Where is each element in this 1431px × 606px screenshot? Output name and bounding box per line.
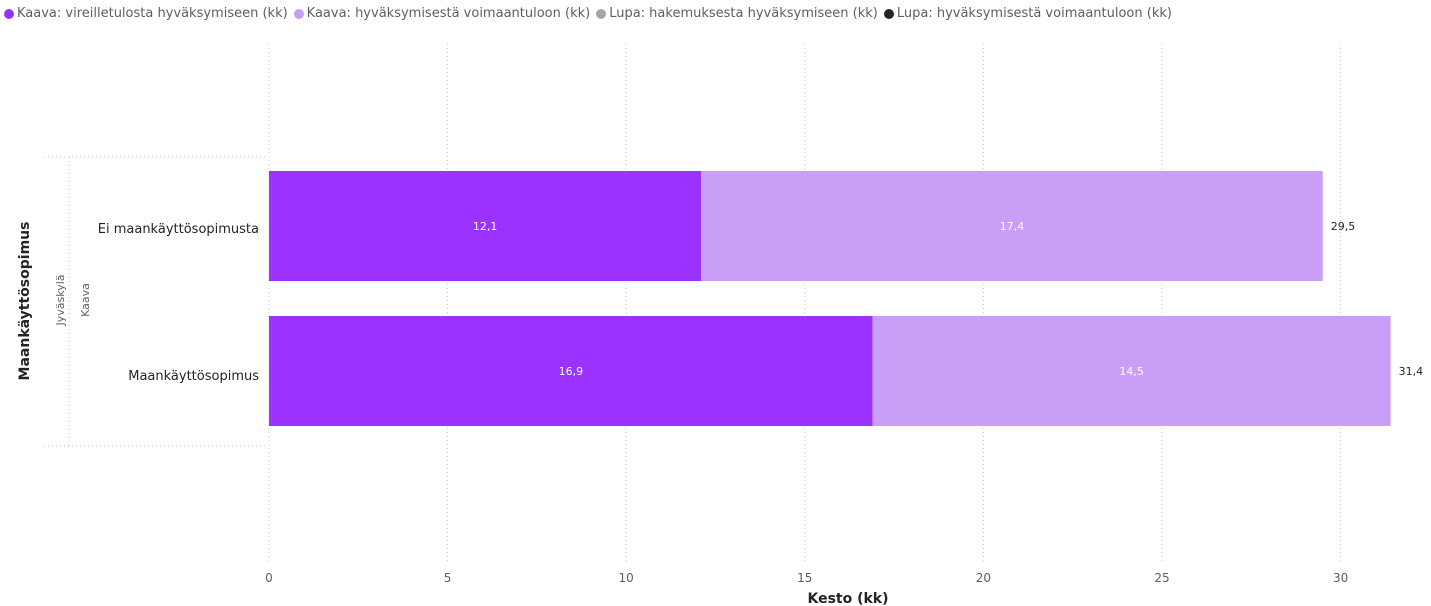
x-tick-label: 10 [619, 571, 634, 585]
group-label-city: Jyväskylä [54, 274, 67, 326]
x-tick-label: 25 [1154, 571, 1169, 585]
x-tick-label: 0 [265, 571, 273, 585]
group-label-type: Kaava [79, 283, 92, 317]
legend-item[interactable]: Kaava: hyväksymisestä voimaantuloon (kk) [293, 6, 591, 21]
bar-segment[interactable] [701, 171, 1323, 281]
legend-label: Lupa: hakemuksesta hyväksymiseen (kk) [609, 6, 878, 21]
x-tick-label: 5 [444, 571, 452, 585]
legend-item[interactable]: Kaava: vireilletulosta hyväksymiseen (kk… [4, 6, 288, 21]
bar-segment[interactable] [269, 171, 702, 281]
legend-dot [883, 8, 894, 19]
legend-item[interactable]: Lupa: hakemuksesta hyväksymiseen (kk) [596, 6, 878, 21]
category-label: Maankäyttösopimus [128, 369, 259, 384]
legend-dot [596, 8, 607, 19]
total-label: 31,4 [1399, 365, 1424, 378]
legend: Kaava: vireilletulosta hyväksymiseen (kk… [4, 6, 1178, 21]
legend-label: Kaava: hyväksymisestä voimaantuloon (kk) [306, 6, 591, 21]
data-label: 17,4 [1000, 220, 1025, 233]
bar-segment[interactable] [269, 316, 873, 426]
data-label: 14,5 [1119, 365, 1144, 378]
legend-dot [4, 8, 14, 19]
legend-dot [293, 8, 304, 19]
legend-item[interactable]: Lupa: hyväksymisestä voimaantuloon (kk) [883, 6, 1172, 21]
legend-label: Lupa: hyväksymisestä voimaantuloon (kk) [896, 6, 1172, 21]
bar-segment[interactable] [872, 316, 1391, 426]
data-label: 16,9 [559, 365, 584, 378]
y-axis-title: Maankäyttösopimus [17, 222, 33, 381]
x-tick-label: 15 [797, 571, 812, 585]
category-label: Ei maankäyttösopimusta [98, 222, 259, 237]
x-tick-labels: 0 5 10 15 20 25 30 [265, 571, 1348, 585]
total-label: 29,5 [1331, 220, 1356, 233]
x-axis-title: Kesto (kk) [807, 591, 888, 606]
bars: 12,1 17,4 29,5 16,9 14,5 31,4 [269, 171, 1423, 426]
gridlines [268, 44, 1342, 562]
x-tick-label: 20 [976, 571, 991, 585]
legend-label: Kaava: vireilletulosta hyväksymiseen (kk… [17, 6, 288, 21]
x-tick-label: 30 [1333, 571, 1348, 585]
data-label: 12,1 [473, 220, 498, 233]
